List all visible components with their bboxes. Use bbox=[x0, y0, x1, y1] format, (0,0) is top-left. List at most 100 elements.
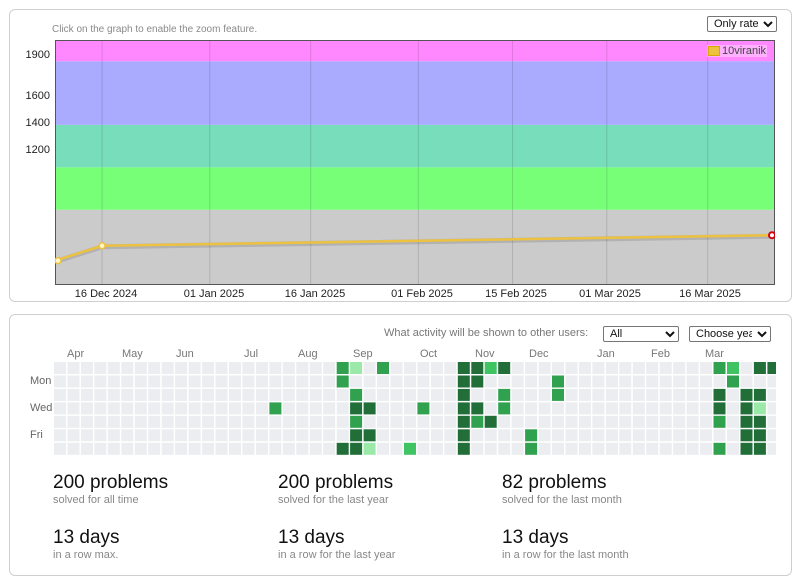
activity-cell bbox=[619, 442, 632, 455]
activity-cell bbox=[175, 375, 188, 388]
activity-cell bbox=[417, 402, 430, 415]
activity-cell bbox=[444, 429, 457, 442]
stat-label: in a row for the last month bbox=[502, 549, 629, 561]
activity-cell bbox=[646, 442, 659, 455]
activity-cell bbox=[296, 362, 309, 374]
activity-cell bbox=[430, 429, 443, 442]
rating-graph-card: Click on the graph to enable the zoom fe… bbox=[9, 9, 792, 302]
activity-cell bbox=[740, 402, 753, 415]
activity-cell bbox=[54, 362, 66, 374]
activity-cell bbox=[659, 442, 672, 455]
activity-cell bbox=[255, 429, 268, 442]
stat-label: solved for the last month bbox=[502, 494, 622, 506]
month-label: Aug bbox=[298, 348, 318, 360]
activity-cell bbox=[377, 362, 389, 374]
activity-cell bbox=[457, 415, 470, 428]
activity-cell bbox=[363, 429, 376, 442]
activity-cell bbox=[323, 415, 336, 428]
activity-cell bbox=[363, 442, 376, 455]
activity-cell bbox=[255, 415, 268, 428]
activity-cell bbox=[471, 415, 484, 428]
activity-cell bbox=[538, 402, 551, 415]
activity-cell bbox=[605, 429, 618, 442]
activity-cell bbox=[444, 375, 457, 388]
activity-cell bbox=[134, 429, 147, 442]
activity-cell bbox=[767, 402, 776, 415]
activity-cell bbox=[67, 429, 80, 442]
activity-cell bbox=[242, 375, 255, 388]
activity-cell bbox=[538, 415, 551, 428]
activity-cell bbox=[457, 388, 470, 401]
activity-card: What activity will be shown to other use… bbox=[9, 314, 792, 576]
activity-cell bbox=[350, 429, 363, 442]
activity-cell bbox=[605, 442, 618, 455]
activity-cell bbox=[646, 388, 659, 401]
activity-cell bbox=[578, 375, 591, 388]
activity-cell bbox=[552, 415, 564, 428]
activity-cell bbox=[686, 415, 699, 428]
activity-cell bbox=[484, 442, 497, 455]
activity-cell bbox=[309, 429, 322, 442]
activity-cell bbox=[484, 429, 497, 442]
x-tick-label: 15 Feb 2025 bbox=[485, 288, 547, 300]
activity-cell bbox=[148, 429, 161, 442]
activity-cell bbox=[54, 429, 66, 442]
activity-cell bbox=[390, 362, 403, 374]
activity-cell bbox=[565, 362, 578, 374]
activity-cell bbox=[646, 415, 659, 428]
activity-cell bbox=[282, 402, 295, 415]
activity-visibility-select[interactable]: All bbox=[603, 326, 679, 342]
activity-cell bbox=[363, 402, 376, 415]
activity-cell bbox=[417, 442, 430, 455]
x-tick-label: 01 Mar 2025 bbox=[579, 288, 641, 300]
rating-band bbox=[55, 124, 775, 168]
activity-cell bbox=[309, 388, 322, 401]
month-label: Dec bbox=[529, 348, 549, 360]
activity-cell bbox=[484, 388, 497, 401]
activity-cell bbox=[229, 362, 241, 374]
rating-chart[interactable] bbox=[55, 40, 775, 286]
stat-streak-last-month: 13 days in a row for the last month bbox=[502, 527, 629, 562]
activity-cell bbox=[713, 415, 726, 428]
legend-label: 10viranik bbox=[722, 45, 767, 57]
stat-value: 13 days bbox=[502, 527, 569, 548]
activity-cell bbox=[430, 442, 443, 455]
activity-cell bbox=[686, 362, 699, 374]
rating-filter-select[interactable]: Only rated bbox=[707, 16, 777, 32]
activity-cell bbox=[700, 388, 713, 401]
activity-cell bbox=[552, 375, 564, 388]
month-label: Nov bbox=[475, 348, 495, 360]
activity-cell bbox=[619, 388, 632, 401]
activity-cell bbox=[336, 388, 349, 401]
activity-cell bbox=[727, 442, 739, 455]
activity-cell bbox=[592, 375, 605, 388]
activity-cell bbox=[188, 429, 201, 442]
activity-cell bbox=[134, 375, 147, 388]
activity-cell bbox=[148, 442, 161, 455]
activity-cell bbox=[632, 442, 645, 455]
year-select[interactable]: Choose year bbox=[689, 326, 771, 342]
activity-cell bbox=[700, 415, 713, 428]
activity-cell bbox=[484, 415, 497, 428]
month-label: Jan bbox=[597, 348, 615, 360]
activity-cell bbox=[592, 388, 605, 401]
activity-cell bbox=[107, 375, 120, 388]
activity-cell bbox=[525, 429, 538, 442]
activity-cell bbox=[673, 402, 686, 415]
rating-point bbox=[768, 231, 775, 240]
month-label: Sep bbox=[353, 348, 373, 360]
activity-cell bbox=[161, 402, 174, 415]
activity-cell bbox=[646, 402, 659, 415]
activity-cell bbox=[417, 429, 430, 442]
x-tick-label: 16 Dec 2024 bbox=[74, 288, 138, 300]
activity-cell bbox=[511, 429, 524, 442]
activity-cell bbox=[565, 375, 578, 388]
activity-cell bbox=[350, 375, 363, 388]
activity-cell bbox=[255, 375, 268, 388]
activity-cell bbox=[471, 388, 484, 401]
activity-cell bbox=[619, 415, 632, 428]
activity-cell bbox=[457, 442, 470, 455]
activity-cell bbox=[202, 375, 215, 388]
activity-cell bbox=[80, 388, 93, 401]
activity-cell bbox=[255, 442, 268, 455]
